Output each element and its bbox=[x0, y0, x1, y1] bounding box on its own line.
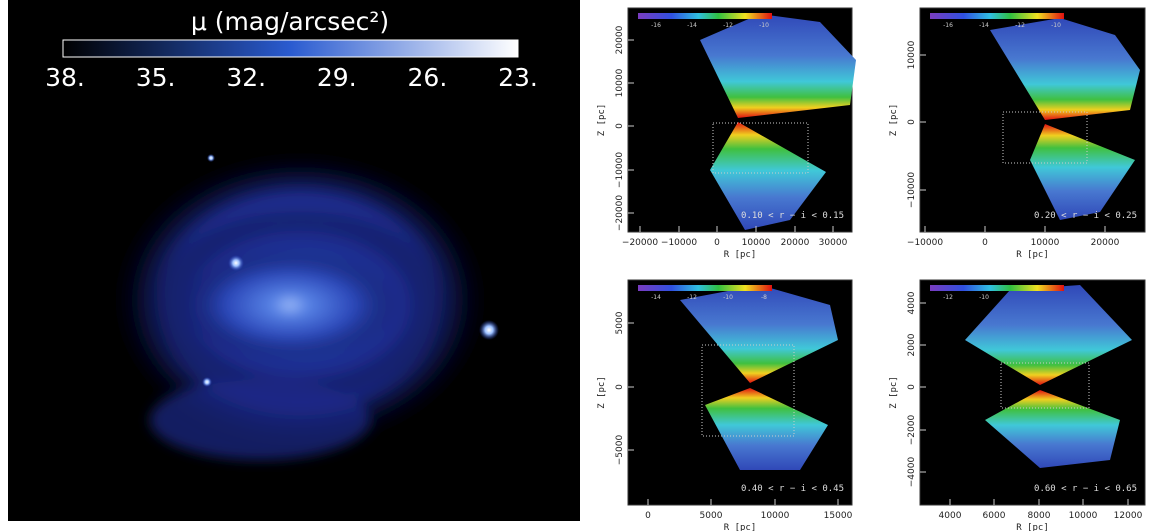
star bbox=[202, 377, 212, 387]
star bbox=[228, 255, 244, 271]
x-tick-label: 0 bbox=[714, 238, 720, 248]
selection-box bbox=[712, 122, 809, 174]
panel-colorbar bbox=[638, 13, 772, 19]
y-axis-label: Z [pc] bbox=[889, 376, 899, 409]
colorbar-tick-label: 26. bbox=[408, 63, 448, 92]
y-tick-label: −4000 bbox=[907, 457, 917, 488]
y-tick-label: −5000 bbox=[615, 435, 625, 466]
colorbar-tick-label: 32. bbox=[226, 63, 266, 92]
colorbar-tick-label: -10 bbox=[723, 294, 733, 301]
colorbar-tick-label: -12 bbox=[687, 294, 697, 301]
y-tick-label: 10000 bbox=[615, 68, 625, 97]
selection-box bbox=[701, 344, 795, 437]
x-tick-label: 10000 bbox=[742, 238, 771, 248]
colorbar-tick-label: -12 bbox=[1015, 22, 1025, 29]
x-tick-label: 5000 bbox=[700, 511, 723, 521]
y-tick-label: 10000 bbox=[907, 40, 917, 69]
x-tick-label: 10000 bbox=[1031, 238, 1060, 248]
colorbar-tick-label: -14 bbox=[687, 22, 697, 29]
panel-colorbar bbox=[638, 285, 772, 291]
y-tick-label: 20000 bbox=[615, 25, 625, 54]
colorbar-tick-label: -10 bbox=[979, 294, 989, 301]
colorbar-tick-label: -8 bbox=[761, 294, 767, 301]
x-tick-label: 0 bbox=[982, 238, 988, 248]
colorbar-tick-label: -10 bbox=[1051, 22, 1061, 29]
colorbar-tick-label: -16 bbox=[651, 22, 661, 29]
x-axis-label: R [pc] bbox=[724, 250, 757, 260]
x-tick-label: −10000 bbox=[661, 238, 697, 248]
y-tick-label: 0 bbox=[615, 123, 625, 129]
x-tick-label: 6000 bbox=[983, 511, 1006, 521]
upper-cone bbox=[965, 285, 1132, 385]
y-tick-label: 5000 bbox=[615, 311, 625, 334]
colorbar-tick-label: -16 bbox=[943, 22, 953, 29]
y-axis-label: Z [pc] bbox=[889, 104, 899, 137]
x-tick-label: −20000 bbox=[622, 238, 658, 248]
panel-colorbar bbox=[930, 13, 1064, 19]
y-tick-label: 2000 bbox=[907, 333, 917, 356]
colorbar-tick-label: 35. bbox=[136, 63, 176, 92]
upper-cone bbox=[700, 14, 856, 118]
colorbar-tick-label: -12 bbox=[943, 294, 953, 301]
x-axis-label: R [pc] bbox=[724, 523, 757, 531]
x-tick-label: 15000 bbox=[824, 511, 853, 521]
x-tick-label: −10000 bbox=[907, 238, 943, 248]
star bbox=[207, 154, 215, 162]
colorbar-tick-label: 23. bbox=[498, 63, 538, 92]
colorbar bbox=[62, 39, 519, 58]
panel-colorbar bbox=[930, 285, 1064, 291]
y-axis-label: Z [pc] bbox=[597, 104, 607, 137]
x-tick-label: 20000 bbox=[781, 238, 810, 248]
x-tick-label: 10000 bbox=[1069, 511, 1098, 521]
x-tick-label: 30000 bbox=[819, 238, 848, 248]
y-tick-label: 4000 bbox=[907, 291, 917, 314]
colorbar-tick-label: -12 bbox=[723, 22, 733, 29]
lower-cone bbox=[985, 390, 1120, 468]
lower-cone bbox=[705, 388, 828, 470]
y-tick-label: −10000 bbox=[907, 172, 917, 208]
y-tick-label: −20000 bbox=[615, 195, 625, 231]
galaxy bbox=[110, 150, 490, 460]
colorbar-tick-label: -14 bbox=[651, 294, 661, 301]
x-tick-label: 4000 bbox=[939, 511, 962, 521]
star bbox=[479, 320, 499, 340]
x-tick-label: 12000 bbox=[1114, 511, 1143, 521]
x-tick-label: 20000 bbox=[1091, 238, 1120, 248]
y-axis-label: Z [pc] bbox=[597, 376, 607, 409]
upper-cone bbox=[680, 285, 838, 383]
annotation: 0.60 < r − i < 0.65 bbox=[1034, 484, 1137, 494]
selection-box bbox=[1002, 111, 1088, 164]
y-tick-label: −10000 bbox=[615, 152, 625, 188]
x-tick-label: 10000 bbox=[761, 511, 790, 521]
y-tick-label: 0 bbox=[907, 384, 917, 390]
y-tick-label: −2000 bbox=[907, 415, 917, 446]
colorbar-tick-label: -14 bbox=[979, 22, 989, 29]
annotation: 0.20 < r − i < 0.25 bbox=[1034, 211, 1137, 221]
y-tick-label: 0 bbox=[615, 384, 625, 390]
annotation: 0.40 < r − i < 0.45 bbox=[741, 484, 844, 494]
selection-box bbox=[1000, 362, 1090, 409]
x-tick-label: 0 bbox=[645, 511, 651, 521]
upper-cone bbox=[990, 18, 1140, 120]
colorbar-tick-label: 38. bbox=[45, 63, 85, 92]
colorbar-tick-label: -10 bbox=[759, 22, 769, 29]
y-tick-label: 0 bbox=[907, 119, 917, 125]
x-tick-label: 8000 bbox=[1028, 511, 1051, 521]
lower-cone bbox=[1030, 124, 1135, 220]
annotation: 0.10 < r − i < 0.15 bbox=[741, 211, 844, 221]
colorbar-tick-label: 29. bbox=[317, 63, 357, 92]
x-axis-label: R [pc] bbox=[1016, 250, 1049, 260]
lower-cone bbox=[710, 122, 826, 230]
x-axis-label: R [pc] bbox=[1016, 523, 1049, 531]
colorbar-title: μ (mag/arcsec²) bbox=[191, 7, 389, 36]
